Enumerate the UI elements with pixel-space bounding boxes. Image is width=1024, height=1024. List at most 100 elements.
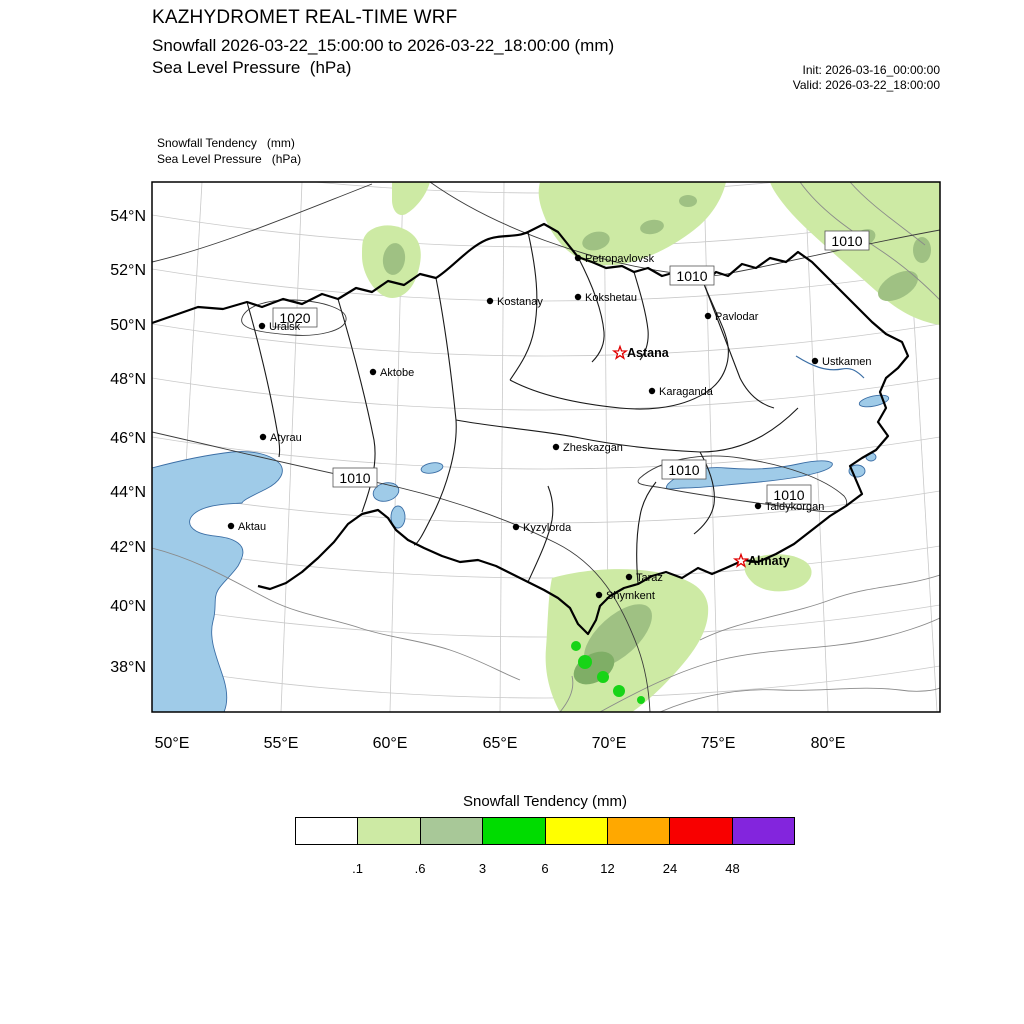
city-dot	[512, 523, 520, 531]
pressure-label: 1010	[773, 487, 804, 503]
city-label: Atyrau	[270, 432, 302, 444]
city-markers: Petropavlovsk Kostanay Kokshetau Pavlodar Ur…	[227, 253, 872, 602]
city-label: Karaganda	[659, 386, 714, 398]
geography-lines	[152, 182, 940, 712]
city-dot	[552, 443, 560, 451]
city-dot	[754, 502, 762, 510]
city-label: Taldykorgan	[765, 501, 824, 513]
pressure-label: 1010	[668, 462, 699, 478]
pressure-label-box	[824, 230, 870, 251]
colorbar-ticks: .1 .6 3 6 12 24 48	[295, 861, 795, 879]
init-time-label: Init: 2026-03-16_00:00:00	[802, 63, 940, 77]
city-label: Petropavlovsk	[585, 253, 655, 265]
colorbar-cell	[670, 818, 733, 844]
city-label: Astana	[627, 346, 670, 360]
city-dot	[227, 522, 235, 530]
colorbar-tick: .1	[352, 861, 363, 876]
capital-star-icon	[732, 552, 750, 568]
lat-tick-label: 42°N	[110, 539, 146, 556]
colorbar: Snowfall Tendency (mm) .1 .6 3 6 12 24 48	[295, 793, 795, 879]
page-title: KAZHYDROMET REAL-TIME WRF	[152, 7, 458, 28]
colorbar-cell	[607, 818, 671, 844]
pressure-label-box	[669, 265, 715, 286]
city-label: Pavlodar	[715, 311, 759, 323]
city-label: Kokshetau	[585, 292, 637, 304]
colorbar-tick: 24	[662, 861, 678, 876]
irtysh-river	[795, 355, 865, 379]
page-subtitle-pressure: Sea Level Pressure (hPa)	[152, 58, 352, 77]
lake-balkhash	[666, 460, 833, 490]
lon-tick-label: 75°E	[701, 735, 736, 752]
map-frame	[151, 181, 941, 713]
lat-tick-label: 52°N	[110, 262, 146, 279]
city-label: Aktau	[238, 521, 266, 533]
snowfall-shading	[362, 182, 940, 712]
city-label: Kyzylorda	[523, 522, 572, 534]
map-legend-pressure: Sea Level Pressure (hPa)	[157, 152, 302, 166]
lon-tick-label: 55°E	[264, 735, 299, 752]
pressure-label: 1010	[339, 470, 370, 486]
axis-labels: 54°N 52°N 50°N 48°N 46°N 44°N 42°N 40°N 38°N 50°E…	[110, 208, 845, 752]
capital-star-icon	[611, 344, 629, 360]
water-bodies	[152, 355, 890, 712]
city-dot	[595, 591, 603, 599]
city-dot	[625, 573, 633, 581]
city-dot	[259, 433, 267, 441]
lon-tick-label: 65°E	[483, 735, 518, 752]
lat-tick-label: 38°N	[110, 659, 146, 676]
city-label: Almaty	[748, 554, 790, 568]
page-subtitle-snowfall: Snowfall 2026-03-22_15:00:00 to 2026-03-…	[152, 36, 615, 55]
city-dot	[369, 368, 377, 376]
colorbar-cell	[296, 818, 359, 844]
valid-time-label: Valid: 2026-03-22_18:00:00	[792, 78, 940, 92]
pressure-label: 1020	[279, 310, 310, 326]
city-dot	[258, 322, 266, 330]
city-dot	[574, 254, 582, 262]
colorbar-tick: 12	[600, 861, 615, 876]
lat-tick-label: 40°N	[110, 598, 146, 615]
city-label: Taraz	[636, 572, 663, 584]
city-label: Uralsk	[269, 321, 301, 333]
city-dot	[486, 297, 494, 305]
colorbar-cell	[732, 818, 794, 844]
city-dot	[704, 312, 712, 320]
lat-tick-label: 46°N	[110, 430, 146, 447]
pressure-labels: 1010 1010 1020 1010 1010 1010	[272, 230, 870, 505]
caspian-sea	[152, 451, 283, 712]
city-label: Aktobe	[380, 367, 414, 379]
lat-tick-label: 44°N	[110, 484, 146, 501]
pressure-contours	[152, 182, 940, 712]
colorbar-tick: 3	[478, 861, 487, 876]
pressure-label-box	[272, 307, 318, 328]
country-border	[152, 222, 910, 636]
lat-tick-label: 48°N	[110, 371, 146, 388]
city-label: Ustkamen	[822, 356, 872, 368]
colorbar-cell	[358, 818, 421, 844]
pressure-label-box	[661, 459, 707, 480]
colorbar-title: Snowfall Tendency (mm)	[463, 793, 627, 810]
lat-tick-label: 54°N	[110, 208, 146, 225]
colorbar-cells	[295, 817, 795, 845]
city-label: Zheskazgan	[563, 442, 623, 454]
colorbar-tick: .6	[414, 861, 426, 876]
aral-sea	[372, 482, 400, 502]
lon-tick-label: 70°E	[592, 735, 627, 752]
city-label: Kostanay	[497, 296, 543, 308]
city-dot	[648, 387, 656, 395]
lon-tick-label: 60°E	[373, 735, 408, 752]
lat-tick-label: 50°N	[110, 317, 146, 334]
lon-tick-label: 50°E	[155, 735, 190, 752]
colorbar-cell	[420, 818, 484, 844]
colorbar-cell	[483, 818, 546, 844]
pressure-label-box	[332, 467, 378, 488]
lon-tick-label: 80°E	[811, 735, 846, 752]
map-legend-snowfall: Snowfall Tendency (mm)	[157, 136, 295, 150]
pressure-label: 1010	[831, 233, 862, 249]
city-dot	[574, 293, 582, 301]
region-borders	[246, 231, 799, 585]
city-label: Shymkent	[606, 590, 655, 602]
pressure-label-box	[766, 484, 812, 505]
colorbar-cell	[545, 818, 608, 844]
city-dot	[811, 357, 819, 365]
